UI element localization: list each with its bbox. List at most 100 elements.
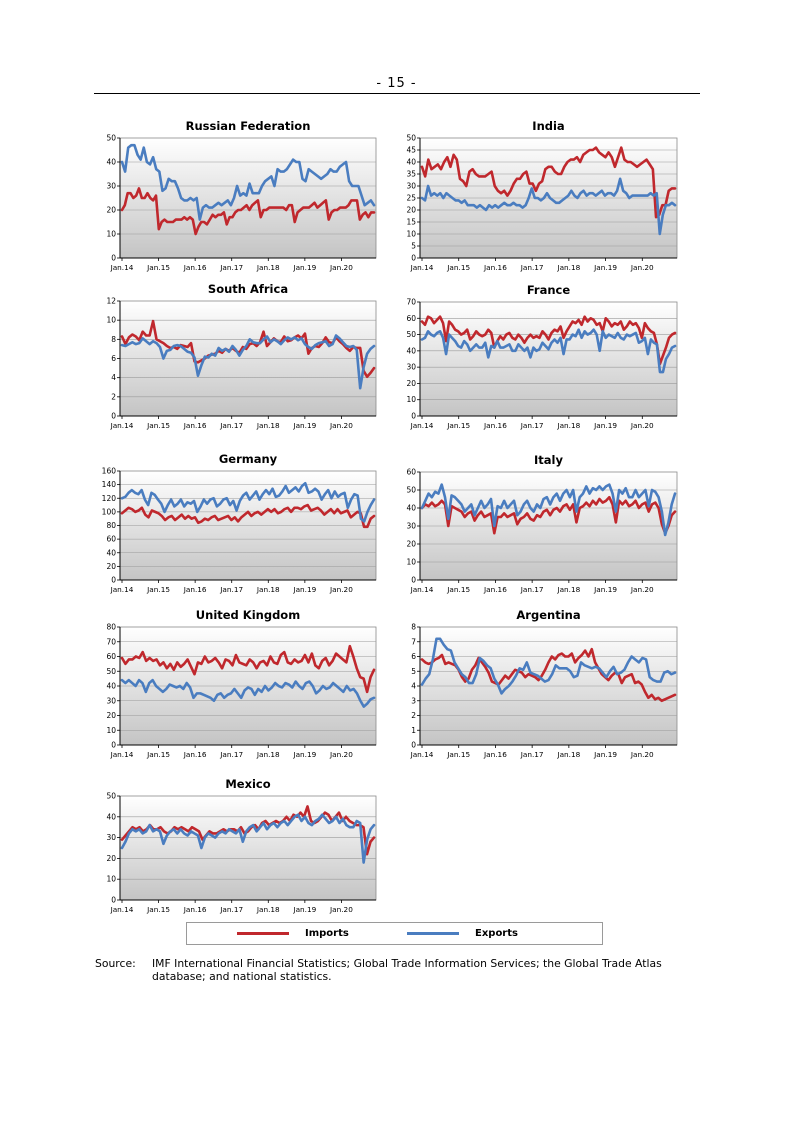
x-tick-label: Jan.15 <box>446 263 470 272</box>
x-tick-label: Jan.20 <box>630 750 654 759</box>
legend-imports-swatch <box>237 932 289 935</box>
x-tick-label: Jan.20 <box>329 263 353 272</box>
series-line-imports <box>420 146 677 219</box>
x-tick-label: Jan.19 <box>292 750 316 759</box>
y-tick-label: 8 <box>111 335 116 344</box>
x-tick-label: Jan.16 <box>483 585 507 594</box>
series-line-imports <box>120 644 376 694</box>
y-tick-label: 10 <box>106 230 116 239</box>
series-line-exports <box>120 813 376 864</box>
x-tick-label: Jan.20 <box>329 905 353 914</box>
x-tick-label: Jan.16 <box>483 421 507 430</box>
x-tick-label: Jan.14 <box>410 263 434 272</box>
x-tick-label: Jan.17 <box>520 750 544 759</box>
x-tick-label: Jan.17 <box>219 263 243 272</box>
y-tick-label: 35 <box>406 170 416 179</box>
legend-exports: Exports <box>407 923 518 944</box>
plot-area <box>119 795 377 901</box>
y-tick-label: 5 <box>411 667 416 676</box>
y-tick-label: 50 <box>406 330 416 339</box>
x-tick-label: Jan.20 <box>630 263 654 272</box>
y-tick-label: 6 <box>411 652 416 661</box>
x-tick-label: Jan.17 <box>520 421 544 430</box>
x-tick-label: Jan.18 <box>256 585 280 594</box>
y-tick-label: 7 <box>411 637 416 646</box>
x-tick-label: Jan.19 <box>292 585 316 594</box>
y-tick-label: 20 <box>106 206 116 215</box>
x-tick-label: Jan.17 <box>520 263 544 272</box>
y-tick-label: 3 <box>411 696 416 705</box>
y-tick-label: 40 <box>406 346 416 355</box>
y-tick-label: 0 <box>411 254 416 263</box>
y-tick-label: 50 <box>406 486 416 495</box>
y-tick-label: 20 <box>406 206 416 215</box>
y-tick-label: 60 <box>106 535 116 544</box>
y-tick-label: 40 <box>106 158 116 167</box>
chart-title: Argentina <box>516 608 580 622</box>
chart-legend: Imports Exports <box>186 922 603 945</box>
y-tick-label: 50 <box>406 134 416 143</box>
y-tick-label: 10 <box>406 558 416 567</box>
x-tick-label: Jan.18 <box>256 263 280 272</box>
y-tick-label: 30 <box>406 182 416 191</box>
series-line-exports <box>420 177 677 236</box>
x-tick-label: Jan.18 <box>256 421 280 430</box>
chart-title: United Kingdom <box>196 608 300 622</box>
series-line-exports <box>420 637 677 695</box>
y-tick-label: 160 <box>102 467 117 476</box>
y-tick-label: 80 <box>106 521 116 530</box>
x-tick-label: Jan.14 <box>110 421 134 430</box>
y-tick-label: 0 <box>111 576 116 585</box>
y-tick-label: 80 <box>106 623 116 632</box>
legend-exports-swatch <box>407 932 459 935</box>
y-tick-label: 40 <box>406 158 416 167</box>
x-tick-label: Jan.16 <box>183 263 207 272</box>
y-tick-label: 50 <box>106 792 116 801</box>
x-tick-label: Jan.18 <box>256 750 280 759</box>
y-tick-label: 40 <box>106 548 116 557</box>
x-tick-label: Jan.15 <box>146 585 170 594</box>
x-tick-label: Jan.14 <box>110 750 134 759</box>
y-tick-label: 8 <box>411 623 416 632</box>
series-line-imports <box>420 315 677 366</box>
y-tick-label: 20 <box>406 379 416 388</box>
y-tick-label: 20 <box>406 540 416 549</box>
x-tick-label: Jan.15 <box>446 421 470 430</box>
y-tick-label: 100 <box>102 507 117 516</box>
x-tick-label: Jan.17 <box>219 905 243 914</box>
legend-imports-label: Imports <box>305 928 349 939</box>
x-tick-label: Jan.14 <box>110 263 134 272</box>
y-tick-label: 0 <box>111 412 116 421</box>
y-tick-label: 70 <box>106 637 116 646</box>
x-tick-label: Jan.14 <box>110 905 134 914</box>
y-tick-label: 12 <box>106 297 116 306</box>
x-tick-label: Jan.15 <box>146 905 170 914</box>
plot-area <box>419 301 678 417</box>
y-tick-label: 40 <box>406 504 416 513</box>
y-tick-label: 10 <box>406 395 416 404</box>
x-tick-label: Jan.19 <box>292 905 316 914</box>
x-tick-label: Jan.15 <box>446 750 470 759</box>
y-tick-label: 60 <box>106 652 116 661</box>
y-tick-label: 2 <box>111 392 116 401</box>
x-tick-label: Jan.15 <box>446 585 470 594</box>
chart-mexico: Mexico 0 10 20 30 40 50 Jan.14 Jan.15 Jan.16 Jan.1… <box>106 777 377 914</box>
chart-russian-federation: Russian Federation 0 10 20 30 40 50 Jan.14 Jan.1… <box>106 119 377 272</box>
x-tick-label: Jan.18 <box>556 750 580 759</box>
chart-title: Russian Federation <box>186 119 311 133</box>
x-tick-label: Jan.20 <box>329 585 353 594</box>
y-tick-label: 40 <box>106 682 116 691</box>
y-tick-label: 30 <box>106 833 116 842</box>
x-tick-label: Jan.16 <box>483 263 507 272</box>
y-tick-label: 4 <box>411 682 416 691</box>
y-tick-label: 0 <box>111 896 116 905</box>
y-tick-label: 4 <box>111 373 116 382</box>
y-tick-label: 30 <box>106 696 116 705</box>
series-line-imports <box>120 187 376 236</box>
y-tick-label: 0 <box>111 254 116 263</box>
x-tick-label: Jan.20 <box>630 585 654 594</box>
x-tick-label: Jan.20 <box>630 421 654 430</box>
y-tick-label: 10 <box>106 875 116 884</box>
y-tick-label: 30 <box>406 522 416 531</box>
chart-argentina: Argentina 0 1 2 3 4 5 6 7 8 Jan.14 Jan.15 Jan.16 Jan.… <box>410 608 678 759</box>
